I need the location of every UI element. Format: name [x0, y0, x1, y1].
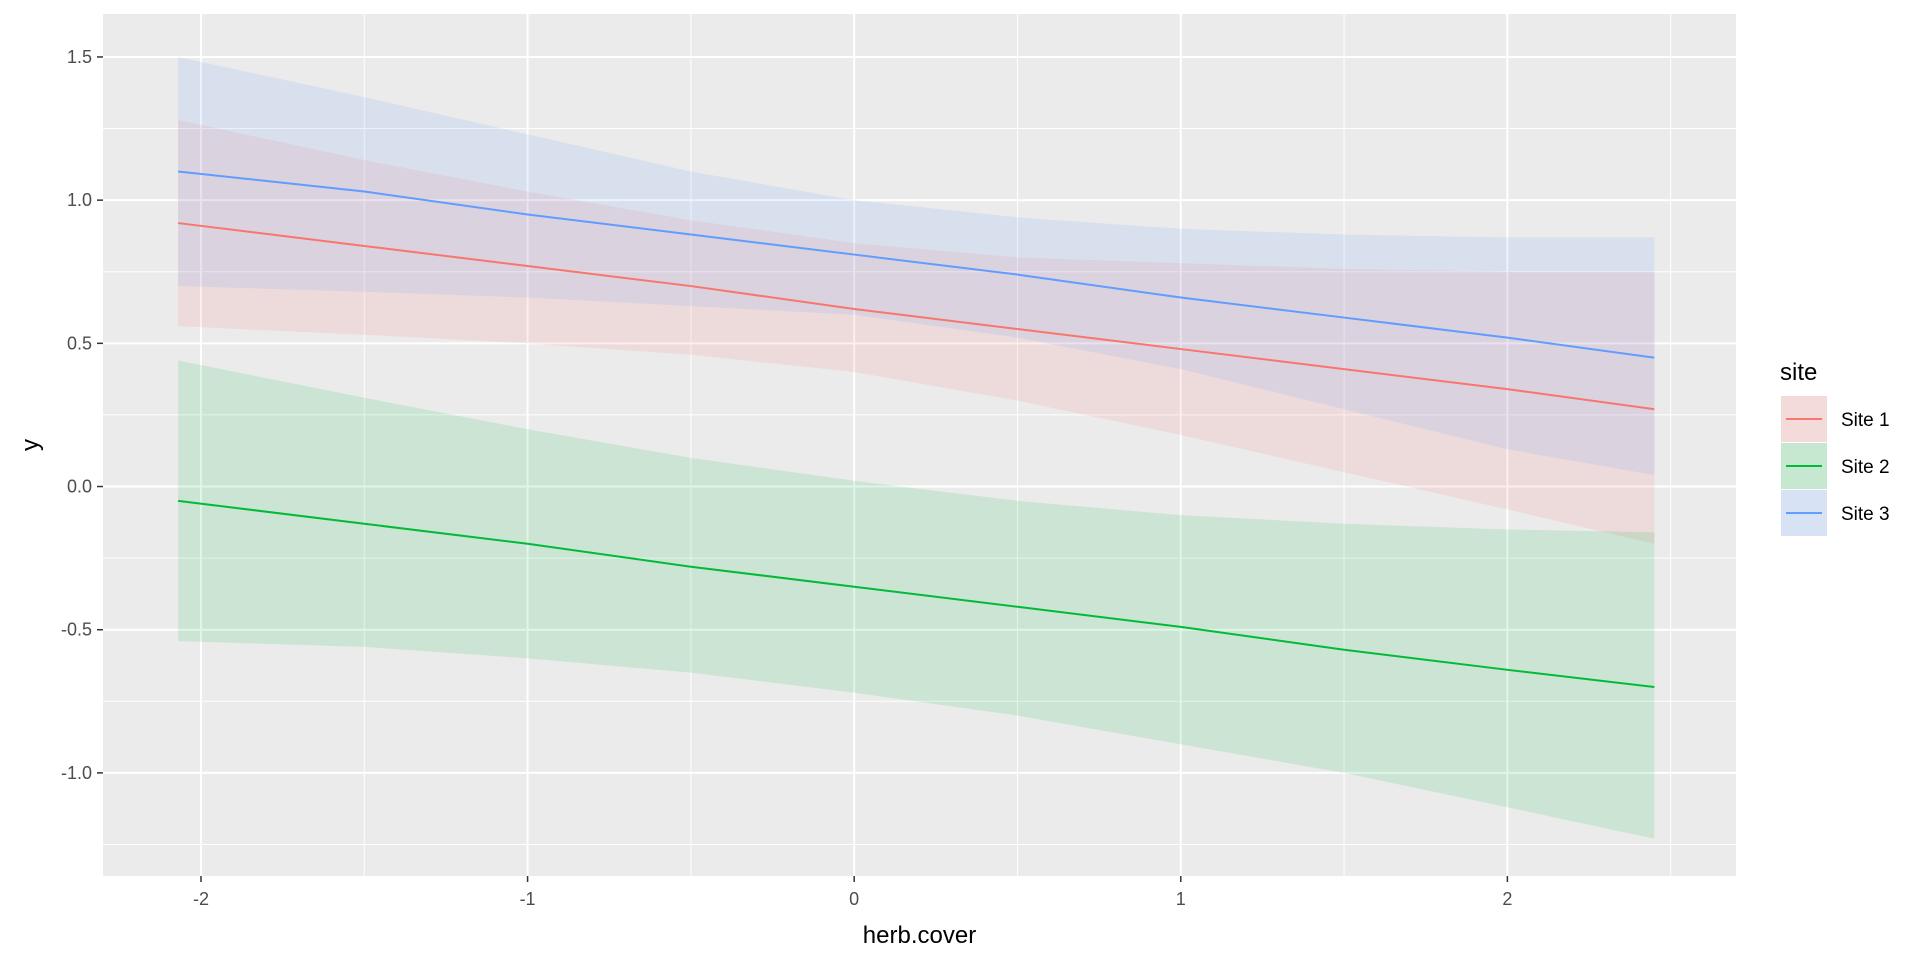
- y-tick-label: 1.0: [67, 190, 92, 210]
- x-tick-label: 2: [1502, 889, 1512, 909]
- ribbon-series-2: [178, 360, 1655, 839]
- line-series-2: [177, 499, 1655, 688]
- x-axis-title: herb.cover: [863, 922, 976, 949]
- legend-label: Site 2: [1841, 457, 1890, 478]
- major-gridlines: [103, 14, 1736, 876]
- plot-panel: [103, 14, 1736, 876]
- ribbon-series-1: [178, 119, 1655, 544]
- y-tick-label: 0.0: [67, 477, 92, 497]
- y-axis-title: y: [17, 439, 44, 451]
- x-tick-label: -2: [193, 889, 209, 909]
- y-tick-label: 1.5: [67, 47, 92, 67]
- x-tick-label: 0: [849, 889, 859, 909]
- y-axis: -1.0 -0.5 0.0 0.5 1.0 1.5: [61, 47, 103, 783]
- x-axis: -2 -1 0 1 2: [193, 876, 1512, 909]
- confidence-ribbons: [178, 56, 1655, 839]
- y-tick-label: -0.5: [61, 620, 92, 640]
- y-tick-label: 0.5: [67, 333, 92, 353]
- line-series-1: [177, 222, 1655, 411]
- series-lines: [177, 170, 1655, 688]
- legend-items: Site 1 Site 2 Site 3: [1781, 396, 1890, 536]
- legend-label: Site 1: [1841, 410, 1890, 431]
- x-tick-label: -1: [520, 889, 536, 909]
- x-tick-label: 1: [1176, 889, 1186, 909]
- line-series-3: [178, 170, 1655, 359]
- y-tick-label: -1.0: [61, 763, 92, 783]
- minor-gridlines: [103, 14, 1736, 876]
- ribbon-series-3: [178, 56, 1655, 476]
- legend: site Site 1 Site 2 Site 3: [1780, 359, 1890, 536]
- legend-label: Site 3: [1841, 504, 1890, 525]
- legend-title: site: [1780, 359, 1817, 386]
